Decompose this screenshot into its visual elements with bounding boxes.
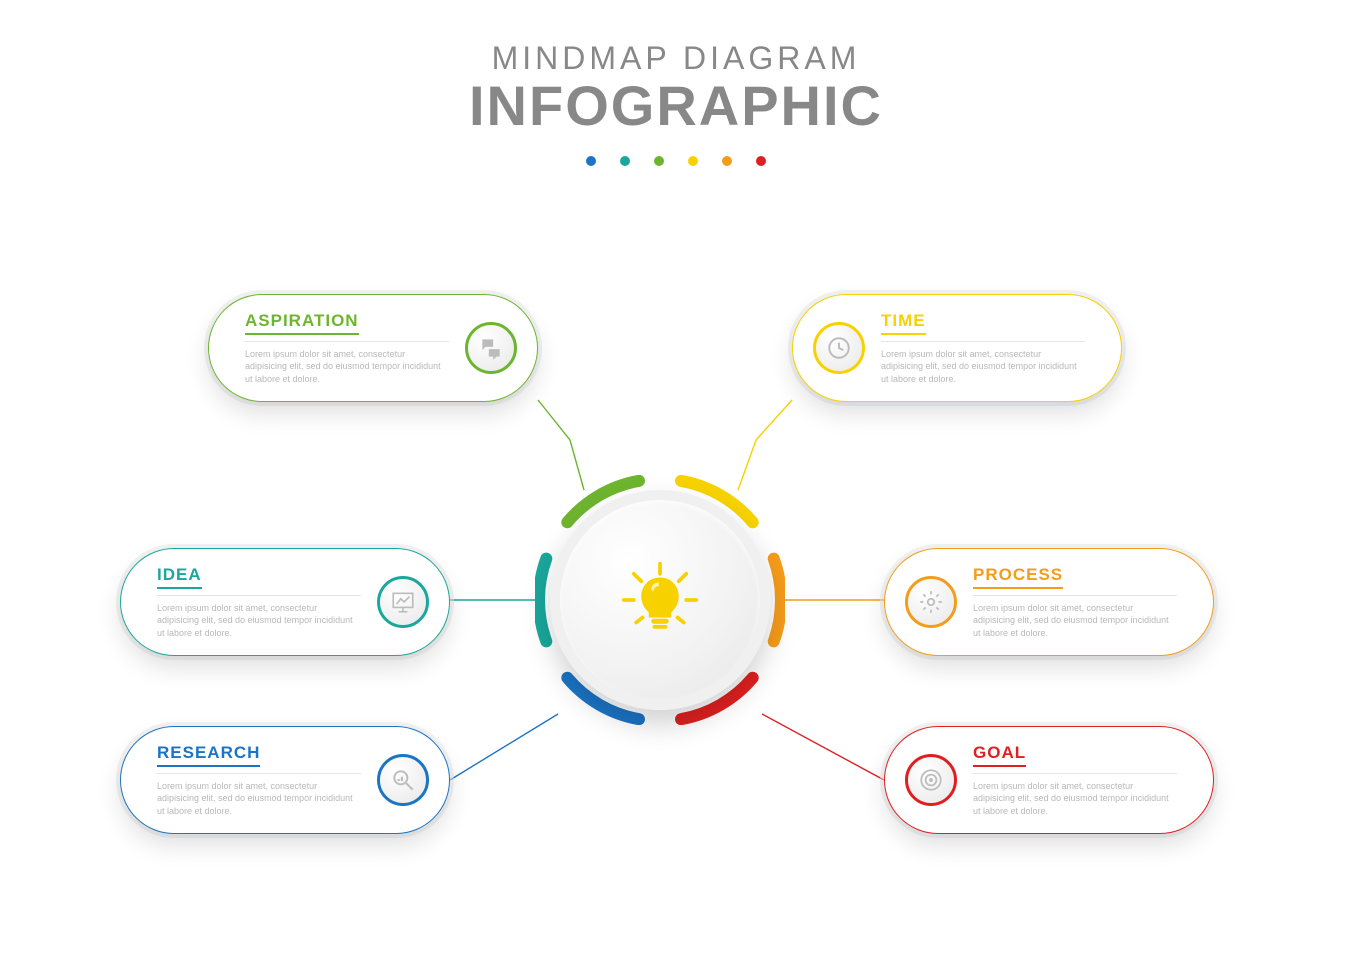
magnifier-icon [377, 754, 429, 806]
pill-desc: Lorem ipsum dolor sit amet, consectetur … [157, 780, 361, 816]
target-icon [905, 754, 957, 806]
pill-label: PROCESS [973, 565, 1063, 589]
lightbulb-icon [620, 560, 700, 640]
pill-idea: IDEA Lorem ipsum dolor sit amet, consecte… [120, 548, 450, 656]
accent-dots [0, 156, 1352, 166]
pill-label: IDEA [157, 565, 202, 589]
pill-research: RESEARCH Lorem ipsum dolor sit amet, cons… [120, 726, 450, 834]
pill-content: RESEARCH Lorem ipsum dolor sit amet, cons… [141, 743, 377, 816]
pill-label: RESEARCH [157, 743, 260, 767]
pill-label: GOAL [973, 743, 1026, 767]
pill-content: IDEA Lorem ipsum dolor sit amet, consecte… [141, 565, 377, 638]
pill-desc: Lorem ipsum dolor sit amet, consectetur … [245, 348, 449, 384]
pill-desc: Lorem ipsum dolor sit amet, consectetur … [973, 602, 1177, 638]
pill-time: TIME Lorem ipsum dolor sit amet, consecte… [792, 294, 1122, 402]
pill-content: ASPIRATION Lorem ipsum dolor sit amet, co… [229, 311, 465, 384]
center-hub [550, 490, 770, 710]
clock-icon [813, 322, 865, 374]
pill-desc: Lorem ipsum dolor sit amet, consectetur … [881, 348, 1085, 384]
pill-content: TIME Lorem ipsum dolor sit amet, consecte… [865, 311, 1101, 384]
pill-content: GOAL Lorem ipsum dolor sit amet, consecte… [957, 743, 1193, 816]
pill-label: TIME [881, 311, 926, 335]
dot-5 [722, 156, 732, 166]
pill-aspiration: ASPIRATION Lorem ipsum dolor sit amet, co… [208, 294, 538, 402]
pill-goal: GOAL Lorem ipsum dolor sit amet, consecte… [884, 726, 1214, 834]
pill-desc: Lorem ipsum dolor sit amet, consectetur … [157, 602, 361, 638]
title-small: MINDMAP DIAGRAM [0, 40, 1352, 77]
dot-4 [688, 156, 698, 166]
dot-2 [620, 156, 630, 166]
header: MINDMAP DIAGRAM INFOGRAPHIC [0, 0, 1352, 166]
pill-content: PROCESS Lorem ipsum dolor sit amet, conse… [957, 565, 1193, 638]
pill-label: ASPIRATION [245, 311, 359, 335]
dot-3 [654, 156, 664, 166]
pill-process: PROCESS Lorem ipsum dolor sit amet, conse… [884, 548, 1214, 656]
chart-icon [377, 576, 429, 628]
chat-icon [465, 322, 517, 374]
gear-icon [905, 576, 957, 628]
pill-desc: Lorem ipsum dolor sit amet, consectetur … [973, 780, 1177, 816]
title-big: INFOGRAPHIC [0, 73, 1352, 138]
dot-1 [586, 156, 596, 166]
dot-6 [756, 156, 766, 166]
